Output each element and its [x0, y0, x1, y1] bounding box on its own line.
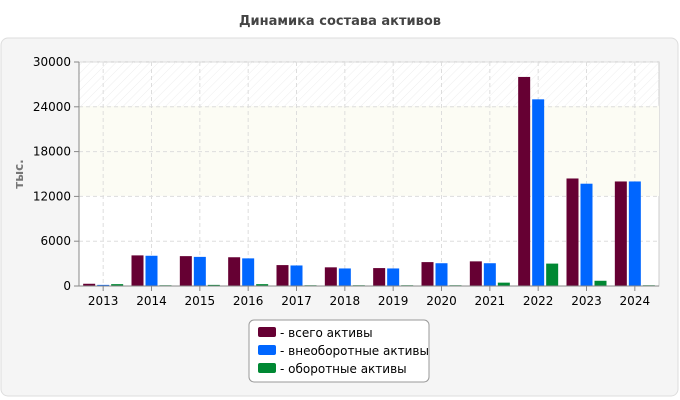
legend-items: - всего активы - внеоборотные активы - обо… — [258, 326, 429, 376]
bar — [594, 280, 607, 286]
bar — [276, 265, 289, 286]
bar — [373, 268, 386, 286]
bar — [193, 256, 206, 286]
legend: - всего активы - внеоборотные активы - обо… — [248, 319, 430, 383]
bar — [324, 267, 337, 286]
legend-swatch — [258, 345, 276, 355]
chart-title: Динамика состава активов — [239, 14, 441, 29]
plot-band-lower — [79, 106, 659, 196]
bar — [338, 268, 351, 286]
bar — [111, 284, 124, 286]
y-tick-label: 24000 — [33, 100, 71, 114]
bar — [97, 284, 110, 286]
legend-swatch — [258, 363, 276, 373]
x-tick-label: 2018 — [330, 294, 361, 308]
bar — [83, 283, 96, 286]
bar — [628, 181, 641, 286]
x-tick-label: 2014 — [136, 294, 167, 308]
y-tick-label: 0 — [63, 279, 71, 293]
legend-swatch — [258, 327, 276, 337]
legend-label: - всего активы — [280, 326, 373, 340]
bar — [242, 258, 255, 286]
bar — [290, 265, 303, 286]
x-tick-label: 2021 — [475, 294, 506, 308]
bar — [483, 263, 496, 286]
bars-layer — [83, 76, 655, 286]
axis-layer: 0 6000 12000 18000 24000 30000 2013 2014 2015 201… — [33, 55, 659, 308]
x-tick-label: 2013 — [88, 294, 119, 308]
y-tick-label: 30000 — [33, 55, 71, 69]
x-tick-label: 2023 — [571, 294, 602, 308]
bar — [256, 284, 269, 286]
x-tick-label: 2015 — [185, 294, 216, 308]
x-tick-label: 2016 — [233, 294, 264, 308]
x-tick-label: 2024 — [620, 294, 651, 308]
plot-band-upper — [79, 62, 659, 106]
x-tick-label: 2019 — [378, 294, 409, 308]
bar — [207, 284, 220, 286]
y-tick-label: 18000 — [33, 145, 71, 159]
legend-label: - внеоборотные активы — [280, 344, 429, 358]
bar — [179, 256, 192, 286]
bar — [131, 255, 144, 286]
bar — [387, 268, 400, 286]
bar — [546, 263, 559, 286]
y-tick-label: 12000 — [33, 189, 71, 203]
bar — [532, 99, 545, 286]
x-tick-label: 2020 — [426, 294, 457, 308]
legend-label: - оборотные активы — [280, 362, 407, 376]
y-axis-label: тыс. — [12, 159, 26, 188]
x-tick-label: 2017 — [281, 294, 312, 308]
bar — [435, 263, 448, 286]
x-tick-label: 2022 — [523, 294, 554, 308]
bar — [580, 183, 593, 286]
bar — [228, 257, 241, 286]
bar — [421, 262, 434, 286]
bar — [518, 76, 531, 286]
bar — [566, 178, 579, 286]
legend-box — [248, 319, 430, 383]
bar — [469, 261, 482, 286]
bar — [497, 282, 510, 286]
y-tick-label: 6000 — [40, 234, 71, 248]
bar — [614, 181, 627, 286]
bar — [145, 255, 158, 286]
